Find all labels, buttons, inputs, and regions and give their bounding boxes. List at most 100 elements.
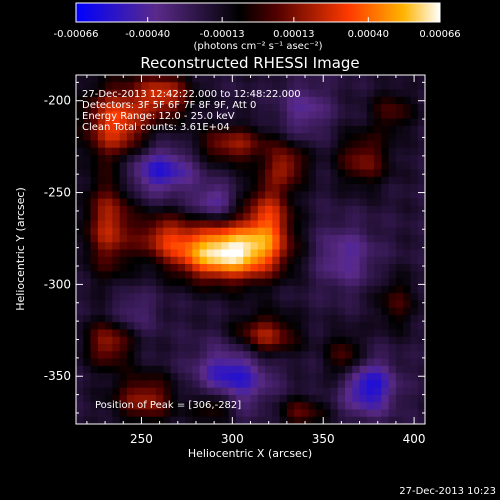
heatmap-cell (192, 285, 200, 294)
heatmap-cell (112, 365, 121, 374)
heatmap-cell (192, 358, 200, 367)
heatmap-cell (403, 154, 411, 163)
heatmap-cell (105, 365, 113, 374)
heatmap-cell (243, 118, 251, 127)
heatmap-cell (214, 96, 222, 105)
heatmap-cell (177, 169, 186, 178)
heatmap-cell (337, 140, 346, 149)
heatmap-cell (272, 264, 280, 272)
heatmap-cell (250, 234, 259, 243)
heatmap-cell (97, 118, 106, 127)
heatmap-cell (90, 96, 99, 105)
heatmap-cell (337, 365, 346, 374)
heatmap-cell (286, 409, 295, 418)
heatmap-cell (272, 220, 280, 229)
heatmap-cell (228, 402, 237, 410)
heatmap-cell (337, 213, 346, 221)
heatmap-cell (126, 336, 135, 345)
heatmap-cell (323, 133, 331, 141)
heatmap-cell (381, 133, 390, 141)
heatmap-cell (185, 169, 193, 178)
heatmap-cell (192, 278, 200, 287)
heatmap-cell (352, 220, 360, 229)
heatmap-cell (294, 351, 302, 359)
heatmap-cell (148, 314, 157, 323)
heatmap-cell (301, 234, 310, 243)
heatmap-cell (352, 154, 360, 163)
heatmap-cell (286, 220, 295, 229)
heatmap-cell (388, 358, 397, 367)
heatmap-cell (206, 227, 215, 236)
heatmap-cell (177, 125, 186, 134)
heatmap-cell (141, 380, 150, 389)
heatmap-cell (265, 409, 273, 418)
heatmap-cell (83, 373, 91, 381)
heatmap-cell (250, 96, 259, 105)
heatmap-cell (155, 373, 164, 381)
heatmap-cell (105, 394, 113, 403)
heatmap-cell (155, 256, 164, 265)
heatmap-cell (374, 133, 382, 141)
heatmap-cell (279, 344, 288, 352)
heatmap-cell (192, 184, 200, 192)
heatmap-cell (294, 162, 302, 170)
heatmap-cell (119, 104, 128, 112)
heatmap-cell (337, 147, 346, 156)
heatmap-cell (352, 133, 360, 141)
heatmap-cell (323, 96, 331, 105)
heatmap-cell (228, 111, 237, 120)
heatmap-cell (192, 140, 200, 149)
heatmap-cell (221, 104, 230, 112)
heatmap-cell (83, 300, 91, 309)
heatmap-cell (214, 351, 222, 359)
heatmap-cell (119, 213, 128, 221)
heatmap-cell (134, 285, 142, 294)
heatmap-cell (265, 307, 273, 316)
heatmap-cell (265, 242, 273, 250)
heatmap-cell (214, 380, 222, 389)
heatmap-cell (170, 344, 179, 352)
colorbar-tick-label: -0.00013 (200, 29, 245, 40)
heatmap-cell (112, 96, 121, 105)
heatmap-cell (235, 416, 244, 425)
heatmap-cell (177, 147, 186, 156)
heatmap-cell (134, 227, 142, 236)
heatmap-cell (185, 96, 193, 105)
heatmap-cell (141, 191, 150, 199)
heatmap-cell (352, 125, 360, 134)
heatmap-cell (163, 133, 171, 141)
heatmap-cell (83, 351, 91, 359)
heatmap-cell (170, 133, 179, 141)
heatmap-cell (185, 351, 193, 359)
heatmap-cell (308, 184, 317, 192)
heatmap-cell (163, 140, 171, 149)
heatmap-cell (192, 329, 200, 338)
heatmap-cell (323, 271, 331, 279)
heatmap-cell (141, 300, 150, 309)
heatmap-cell (192, 104, 200, 112)
heatmap-cell (206, 96, 215, 105)
heatmap-cell (76, 351, 84, 359)
heatmap-cell (243, 380, 251, 389)
heatmap-cell (337, 162, 346, 170)
heatmap-cell (170, 387, 179, 396)
heatmap-cell (286, 147, 295, 156)
heatmap-cell (279, 285, 288, 294)
heatmap-cell (221, 402, 230, 410)
heatmap-cell (359, 336, 368, 345)
heatmap-cell (410, 198, 419, 207)
heatmap-cell (177, 213, 186, 221)
heatmap-cell (105, 387, 113, 396)
heatmap-cell (163, 285, 171, 294)
heatmap-cell (228, 285, 237, 294)
heatmap-cell (345, 104, 353, 112)
heatmap-cell (76, 184, 84, 192)
heatmap-cell (301, 394, 310, 403)
heatmap-cell (185, 300, 193, 309)
heatmap-cell (388, 344, 397, 352)
heatmap-cell (126, 409, 135, 418)
heatmap-cell (308, 329, 317, 338)
heatmap-cell (250, 205, 259, 214)
heatmap-cell (134, 278, 142, 287)
heatmap-cell (352, 96, 360, 105)
